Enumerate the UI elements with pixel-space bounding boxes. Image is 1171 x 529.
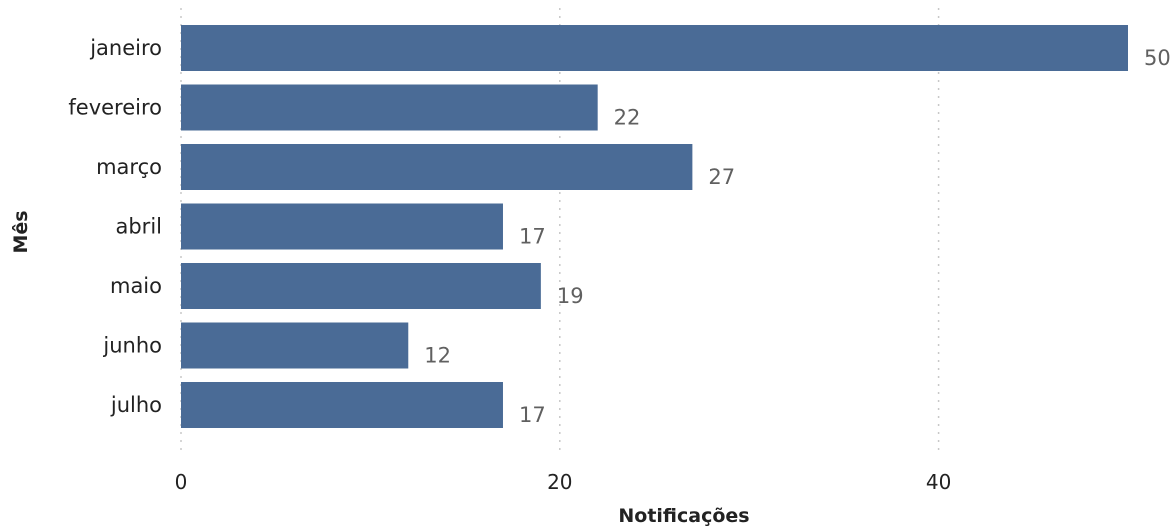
bar-fevereiro (181, 84, 598, 131)
data-label: 12 (424, 344, 451, 368)
category-label: março (96, 155, 162, 179)
data-label: 17 (519, 225, 546, 249)
x-axis-title: Notificações (618, 505, 749, 527)
bar-janeiro (181, 25, 1128, 71)
category-label: maio (110, 274, 162, 298)
category-label: fevereiro (68, 96, 162, 120)
bar-abril (181, 203, 503, 250)
x-tick-label: 20 (547, 470, 572, 494)
bar-junho (181, 322, 409, 369)
category-label: janeiro (89, 36, 162, 60)
y-axis-title: Mês (10, 210, 32, 253)
data-labels: 50 22 27 17 19 12 17 (424, 46, 1170, 427)
category-label: abril (115, 215, 162, 239)
data-label: 19 (557, 284, 584, 308)
x-tick-labels: 0 20 40 (175, 470, 952, 494)
data-label: 22 (614, 106, 641, 130)
bars (181, 25, 1128, 428)
data-label: 50 (1144, 46, 1171, 70)
category-label: junho (102, 334, 162, 358)
data-label: 17 (519, 403, 546, 427)
bar-março (181, 144, 693, 190)
x-tick-label: 0 (175, 470, 188, 494)
x-tick-label: 40 (926, 470, 951, 494)
bar-maio (181, 263, 541, 309)
data-label: 27 (708, 165, 735, 189)
category-labels: janeiro fevereiro março abril maio junho julho (68, 36, 162, 417)
bar-julho (181, 382, 503, 428)
category-label: julho (110, 393, 162, 417)
